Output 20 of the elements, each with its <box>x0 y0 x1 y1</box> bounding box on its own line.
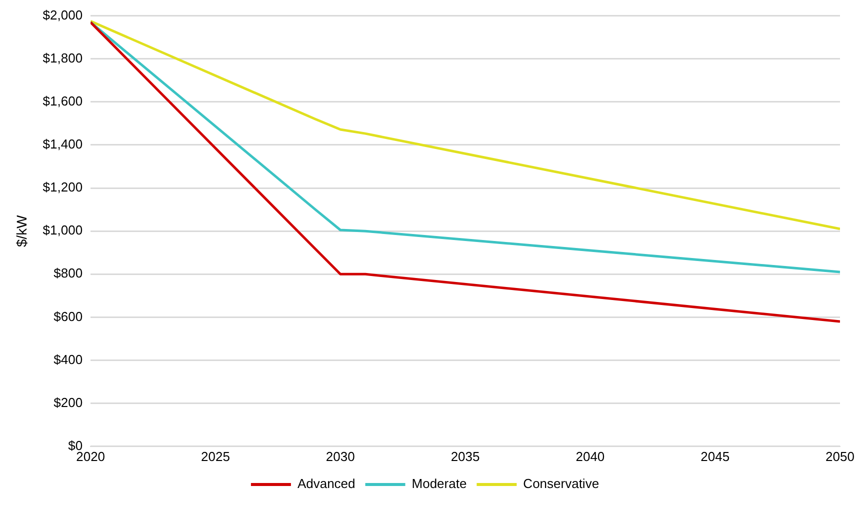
x-tick-label: 2045 <box>700 448 730 464</box>
y-tick-label: $1,400 <box>42 136 83 152</box>
y-tick-label: $200 <box>54 394 83 410</box>
x-tick-label: 2030 <box>326 448 355 464</box>
x-tick-label: 2050 <box>826 448 854 464</box>
x-tick-label: 2040 <box>576 448 605 464</box>
x-tick-label: 2035 <box>450 448 480 464</box>
y-axis-title: $/kW <box>13 214 30 248</box>
y-tick-label: $400 <box>54 352 83 367</box>
y-tick-label: $2,000 <box>42 7 83 22</box>
y-tick-label: $1,200 <box>42 180 83 195</box>
y-tick-label: $800 <box>54 266 83 281</box>
legend-label: Advanced <box>297 476 356 492</box>
legend-label: Conservative <box>523 476 600 492</box>
y-tick-label: $1,600 <box>42 94 83 108</box>
y-tick-label: $1,800 <box>42 50 83 66</box>
y-tick-label: $600 <box>54 308 83 324</box>
legend-label: Moderate <box>412 476 467 492</box>
y-tick-label: $1,000 <box>42 222 83 238</box>
x-tick-label: 2025 <box>201 448 230 464</box>
